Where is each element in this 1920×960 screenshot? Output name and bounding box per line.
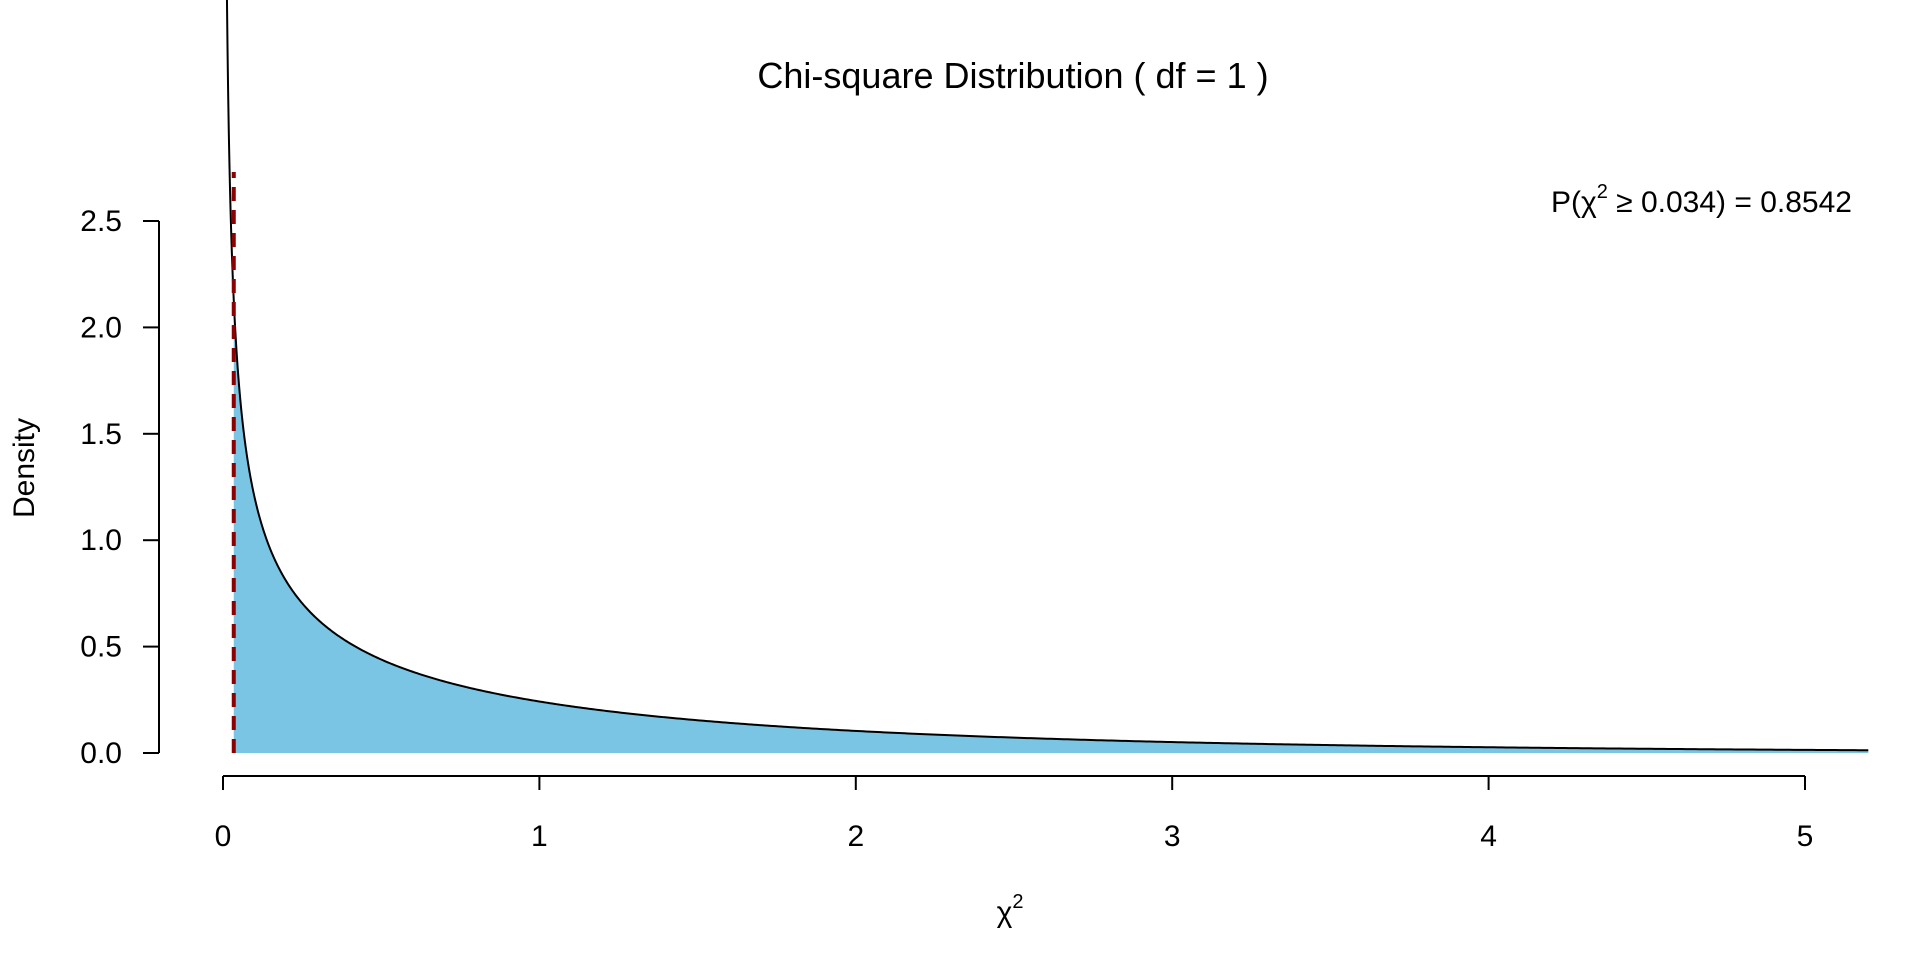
annotation-prefix: P(χ <box>1551 186 1597 219</box>
x-tick-label: 1 <box>531 820 548 853</box>
shaded-area <box>233 300 1869 753</box>
density-curve <box>225 0 1869 752</box>
y-axis: 0.0 0.5 1.0 1.5 2.0 2.5 <box>80 205 160 770</box>
annotation-suffix: ≥ 0.034) = 0.8542 <box>1608 186 1852 219</box>
x-axis-title-superscript: 2 <box>1012 891 1023 913</box>
plot-area <box>225 0 1869 753</box>
annotation-superscript: 2 <box>1597 181 1608 203</box>
x-tick-label: 3 <box>1164 820 1181 853</box>
x-tick-label: 5 <box>1797 820 1814 853</box>
y-axis-title: Density <box>8 418 41 518</box>
y-tick-label: 2.5 <box>80 205 122 238</box>
probability-annotation: P(χ2 ≥ 0.034) = 0.8542 <box>1551 181 1852 219</box>
y-tick-label: 2.0 <box>80 311 122 344</box>
y-tick-label: 1.0 <box>80 524 122 557</box>
y-tick-label: 0.0 <box>80 737 122 770</box>
x-tick-label: 2 <box>847 820 864 853</box>
x-tick-label: 4 <box>1480 820 1497 853</box>
x-axis-title-symbol: χ <box>997 896 1013 929</box>
x-axis-title: χ2 <box>997 891 1024 929</box>
chart-title: Chi-square Distribution ( df = 1 ) <box>757 55 1268 96</box>
y-tick-label: 0.5 <box>80 631 122 664</box>
y-tick-label: 1.5 <box>80 418 122 451</box>
x-tick-label: 0 <box>215 820 232 853</box>
x-axis: 0 1 2 3 4 5 <box>215 775 1814 853</box>
